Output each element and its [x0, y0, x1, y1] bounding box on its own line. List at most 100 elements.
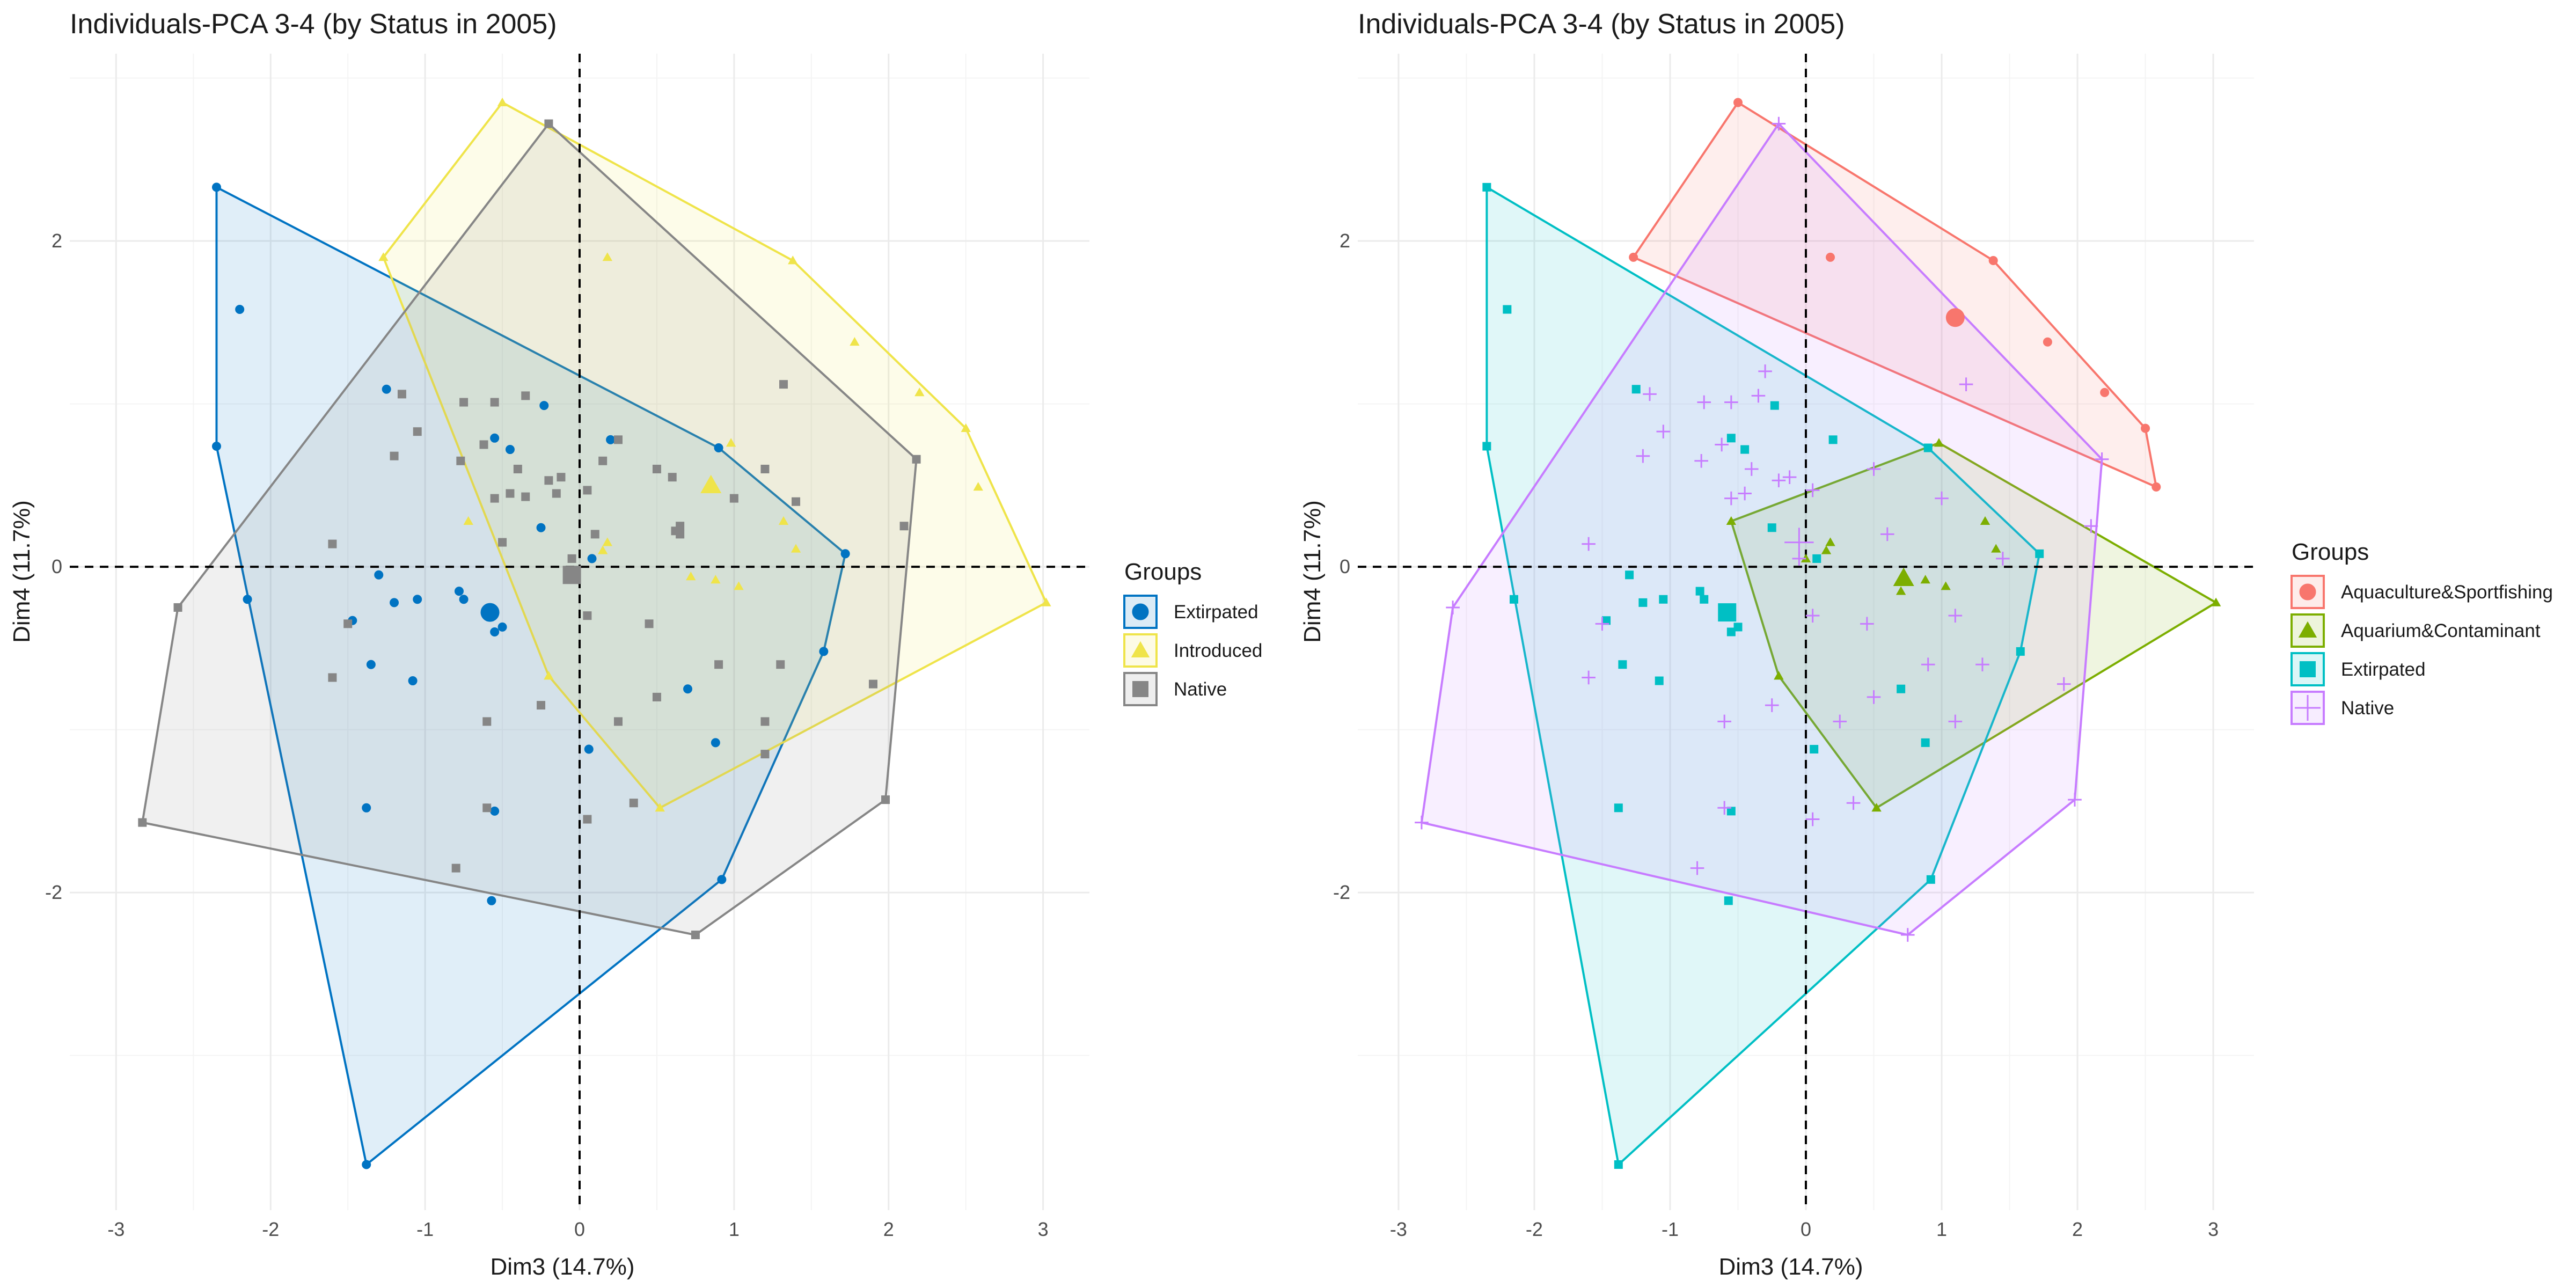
- x-axis-title: Dim3 (14.7%): [1719, 1254, 1863, 1280]
- point-native: [776, 660, 785, 669]
- point-extirpated: [1726, 627, 1736, 636]
- point-native: [629, 799, 638, 808]
- point-native: [583, 815, 592, 824]
- point-native: [1959, 377, 1973, 391]
- point-aquaculture-sportfishing: [2043, 337, 2052, 347]
- point-extirpated: [1828, 435, 1838, 444]
- x-tick-label: 0: [574, 1218, 585, 1240]
- legend-label-extirpated: Extirpated: [2341, 659, 2426, 680]
- point-native: [1446, 601, 1460, 614]
- point-native: [1582, 537, 1596, 551]
- hull-extirpated: [215, 186, 847, 1166]
- legend-label-native: Native: [2341, 698, 2394, 719]
- point-extirpated: [1503, 305, 1512, 314]
- point-extirpated: [2035, 549, 2044, 558]
- point-native: [1717, 714, 1731, 729]
- point-native: [521, 391, 530, 400]
- point-native: [413, 427, 422, 436]
- legend-key-aquarium-contaminant: [2290, 613, 2325, 648]
- x-tick-label: 0: [1801, 1218, 1811, 1240]
- point-extirpated: [587, 554, 597, 564]
- point-extirpated: [243, 595, 252, 604]
- point-extirpated: [683, 684, 693, 694]
- point-extirpated: [497, 622, 507, 632]
- point-native: [567, 554, 576, 563]
- point-extirpated: [454, 587, 464, 596]
- point-extirpated: [714, 443, 723, 453]
- point-native: [1935, 491, 1949, 506]
- point-extirpated: [235, 305, 245, 314]
- point-extirpated: [1767, 523, 1776, 532]
- point-extirpated: [1897, 684, 1906, 693]
- point-extirpated: [408, 676, 418, 686]
- point-extirpated: [459, 595, 469, 604]
- legend-label-aquaculture-sportfishing: Aquaculture&Sportfishing: [2341, 582, 2553, 603]
- point-extirpated: [606, 435, 616, 444]
- point-extirpated: [1923, 443, 1933, 452]
- legend-symbol-aquarium-contaminant: [2298, 621, 2317, 638]
- legend-key-extirpated: [1123, 595, 1158, 629]
- legend-symbol-native: [2295, 695, 2321, 721]
- point-extirpated: [584, 744, 594, 754]
- x-tick-label: -1: [416, 1218, 434, 1240]
- hull-extirpated: [1485, 186, 2041, 1166]
- point-native: [490, 494, 499, 503]
- point-native: [2057, 677, 2071, 691]
- x-tick-label: 1: [729, 1218, 740, 1240]
- y-tick-label: 2: [1340, 230, 1350, 252]
- point-native: [490, 398, 499, 407]
- point-native: [1643, 387, 1657, 401]
- point-native: [1948, 714, 1963, 729]
- x-tick-label: 3: [1038, 1218, 1049, 1240]
- point-native: [598, 456, 608, 465]
- point-native: [1846, 796, 1861, 810]
- point-extirpated: [1695, 587, 1704, 596]
- legend: Extirpated Introduced Native: [1123, 595, 1262, 706]
- point-native: [652, 464, 661, 473]
- point-aquarium-contaminant: [1980, 516, 1990, 525]
- point-native: [899, 522, 909, 531]
- point-native: [1805, 483, 1820, 497]
- point-extirpated: [382, 384, 391, 394]
- hull-introduced: [382, 101, 1048, 809]
- legend-symbol-extirpated: [1132, 603, 1149, 620]
- point-aquaculture-sportfishing: [1629, 252, 1638, 262]
- point-extirpated: [1509, 595, 1518, 604]
- point-native: [1975, 657, 1989, 671]
- point-aquarium-contaminant: [1896, 586, 1906, 595]
- point-native: [138, 818, 147, 827]
- point-native: [2068, 793, 2082, 807]
- point-extirpated: [1700, 595, 1709, 604]
- point-aquarium-contaminant: [1991, 544, 2001, 553]
- point-aquarium-contaminant: [1774, 671, 1784, 680]
- point-introduced: [791, 544, 801, 553]
- point-native: [1582, 670, 1596, 685]
- legend-label-extirpated: Extirpated: [1174, 602, 1258, 623]
- x-tick-label: -2: [262, 1218, 279, 1240]
- point-native: [1833, 714, 1847, 729]
- point-native: [1948, 609, 1963, 623]
- x-axis-title: Dim3 (14.7%): [491, 1254, 635, 1280]
- point-native: [1880, 527, 1894, 541]
- legend-label-aquarium-contaminant: Aquarium&Contaminant: [2341, 620, 2541, 641]
- point-aquarium-contaminant: [1726, 516, 1737, 525]
- point-native: [1738, 486, 1752, 501]
- y-axis-title: Dim4 (11.7%): [1299, 500, 1326, 643]
- point-native: [881, 795, 890, 804]
- y-tick-label: -2: [1333, 881, 1350, 903]
- point-introduced: [961, 423, 971, 432]
- point-introduced: [597, 545, 608, 554]
- point-native: [1996, 552, 2010, 566]
- point-native: [1717, 801, 1731, 815]
- point-native: [1867, 462, 1881, 476]
- point-native: [173, 603, 182, 612]
- x-tick-label: 1: [1936, 1218, 1947, 1240]
- point-native: [1772, 116, 1786, 131]
- point-native: [479, 440, 488, 449]
- point-native: [513, 464, 522, 473]
- point-aquarium-contaminant: [2211, 597, 2221, 606]
- point-native: [456, 456, 465, 465]
- chart-title: Individuals-PCA 3-4 (by Status in 2005): [1358, 9, 1845, 40]
- point-aquarium-contaminant: [1934, 438, 1944, 447]
- point-introduced: [1041, 597, 1051, 606]
